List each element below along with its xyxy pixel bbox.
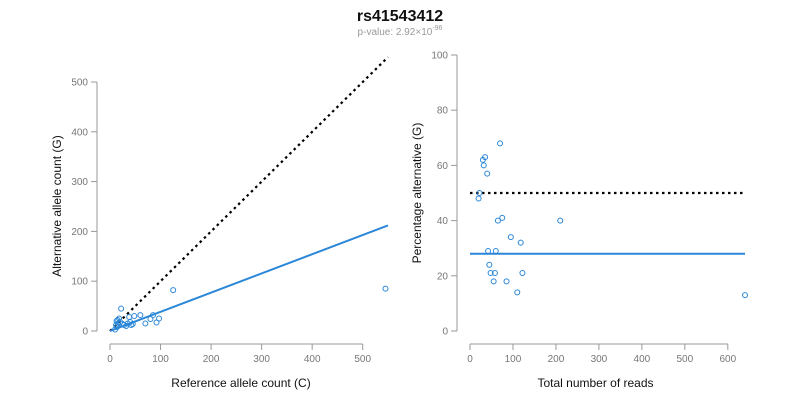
data-point	[487, 270, 494, 277]
x-tick-label: 100	[505, 354, 522, 365]
data-point	[497, 140, 504, 147]
y-axis-label: Alternative allele count (G)	[50, 135, 64, 276]
figure-title: rs41543412	[357, 8, 443, 25]
data-point	[149, 312, 156, 319]
data-point	[126, 314, 133, 321]
y-tick-label: 100	[71, 277, 88, 288]
scatter-panel-percentage: 0 20 40 60 80 100 0 100 200 300 400 500 600 Total num…	[410, 51, 748, 390]
data-point	[494, 217, 501, 224]
data-point	[517, 239, 524, 246]
data-point	[519, 270, 526, 277]
data-point	[142, 320, 149, 327]
x-tick-label: 600	[719, 354, 736, 365]
y-tick-label: 400	[71, 127, 88, 138]
reference-line	[109, 56, 389, 332]
data-point	[382, 285, 389, 292]
data-point	[499, 214, 506, 221]
x-tick-label: 200	[548, 354, 565, 365]
data-point	[507, 234, 514, 241]
data-point	[482, 154, 489, 161]
y-tick-label: 20	[437, 271, 449, 282]
pvalue-subtitle: p-value: 2.92×10-96	[358, 25, 443, 38]
data-point	[484, 170, 491, 177]
pvalue-exponent: -96	[432, 25, 442, 32]
x-tick-label: 0	[107, 354, 113, 365]
data-point	[129, 321, 136, 328]
y-tick-label: 500	[71, 78, 88, 89]
data-point	[557, 217, 564, 224]
data-point	[170, 287, 177, 294]
x-tick-label: 0	[467, 354, 473, 365]
x-tick-label: 200	[203, 354, 220, 365]
x-tick-label: 300	[591, 354, 608, 365]
x-tick-label: 400	[634, 354, 651, 365]
y-tick-label: 40	[437, 216, 449, 227]
y-tick-label: 200	[71, 227, 88, 238]
data-point	[485, 247, 492, 254]
x-tick-label: 300	[253, 354, 270, 365]
data-point	[492, 247, 499, 254]
x-tick-label: 500	[354, 354, 371, 365]
scatter-panel-allele-counts: 0 100 200 300 400 500 0 100 200 300 400 500 Referenc…	[50, 56, 389, 390]
y-tick-label: 300	[71, 177, 88, 188]
data-point	[137, 312, 144, 319]
data-point	[118, 305, 125, 312]
data-point	[476, 190, 483, 196]
data-point	[490, 278, 497, 285]
data-point	[503, 278, 510, 285]
y-axis-label: Percentage alternative (G)	[410, 123, 424, 264]
x-tick-label: 100	[152, 354, 169, 365]
fit-line	[109, 224, 389, 332]
data-point	[742, 292, 748, 299]
y-tick-label: 0	[442, 327, 448, 338]
data-point	[116, 315, 123, 322]
data-point	[491, 270, 498, 277]
data-point	[475, 195, 482, 202]
pvalue-text: p-value: 2.92×10	[358, 27, 433, 38]
data-point	[480, 162, 487, 169]
y-tick-label: 60	[437, 161, 449, 172]
data-point	[486, 261, 493, 268]
y-tick-label: 0	[82, 327, 88, 338]
y-tick-label: 80	[437, 106, 449, 117]
y-tick-label: 100	[431, 51, 448, 62]
x-tick-label: 500	[677, 354, 694, 365]
data-point	[131, 313, 138, 320]
data-point	[156, 315, 163, 322]
data-point	[514, 289, 521, 296]
x-axis-label: Reference allele count (C)	[171, 376, 310, 390]
x-tick-label: 400	[304, 354, 321, 365]
data-point	[114, 324, 121, 331]
x-axis-label: Total number of reads	[537, 376, 653, 390]
